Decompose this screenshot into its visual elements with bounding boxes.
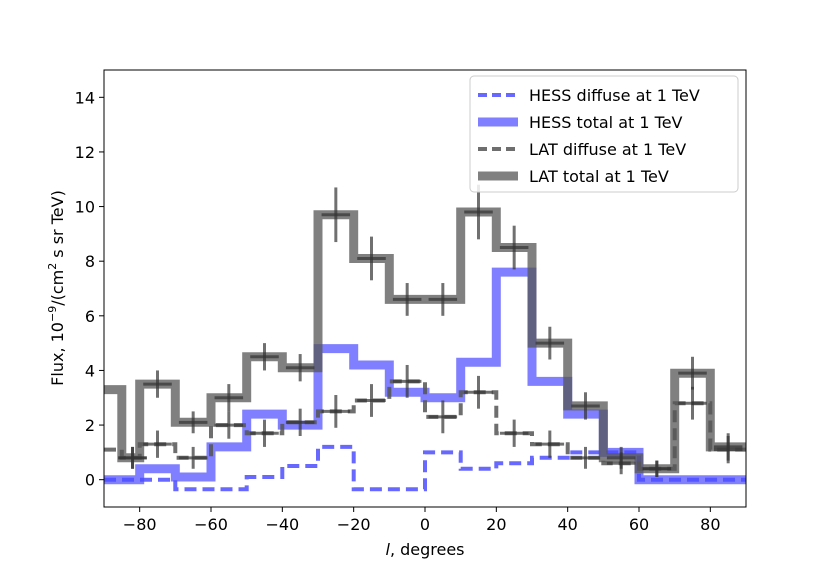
error-bar-lat-total-at-1-tev (392, 283, 422, 316)
error-bar-lat-diffuse-at-1-tev (535, 430, 565, 458)
error-bar-lat-total-at-1-tev (428, 283, 458, 316)
y-tick-label: 4 (85, 361, 95, 380)
y-tick-label: 6 (85, 307, 95, 326)
error-bar-lat-diffuse-at-1-tev (713, 435, 743, 464)
x-tick-label: −40 (265, 515, 299, 534)
error-bar-lat-total-at-1-tev (535, 326, 565, 360)
x-axis-title: l, degrees (385, 540, 464, 559)
error-bar-lat-diffuse-at-1-tev (357, 384, 386, 417)
x-tick-label: 0 (420, 515, 430, 534)
legend: HESS diffuse at 1 TeV HESS total at 1 TeV… (469, 75, 739, 193)
error-bar-lat-diffuse-at-1-tev (143, 430, 172, 458)
legend-label: LAT total at 1 TeV (529, 167, 669, 186)
legend-entry-hess-total-at-1-tev: HESS total at 1 TeV (478, 113, 683, 132)
error-bar-lat-diffuse-at-1-tev (285, 408, 315, 436)
y-tick-label: 8 (85, 252, 95, 271)
error-bar-lat-total-at-1-tev (250, 343, 279, 371)
legend-box (469, 75, 739, 193)
error-bar-lat-diffuse-at-1-tev (392, 364, 422, 398)
x-tick-label: 60 (629, 515, 649, 534)
error-bar-lat-total-at-1-tev (285, 354, 315, 382)
error-bar-lat-total-at-1-tev (464, 184, 493, 240)
legend-entry-lat-total-at-1-tev: LAT total at 1 TeV (478, 167, 669, 186)
error-bar-lat-total-at-1-tev (214, 384, 244, 412)
error-bar-lat-diffuse-at-1-tev (499, 419, 529, 447)
error-bar-lat-diffuse-at-1-tev (464, 375, 493, 409)
x-tick-label: −80 (123, 515, 157, 534)
y-tick-label: 12 (75, 143, 95, 162)
error-bar-lat-total-at-1-tev (357, 236, 386, 281)
error-bar-lat-total-at-1-tev (499, 225, 529, 270)
error-bar-lat-total-at-1-tev (143, 370, 172, 398)
x-tick-label: −20 (337, 515, 371, 534)
error-bar-lat-total-at-1-tev (178, 411, 208, 434)
y-tick-label: 10 (75, 198, 95, 217)
legend-label: HESS total at 1 TeV (529, 113, 683, 132)
error-bar-lat-diffuse-at-1-tev (642, 460, 672, 477)
error-bar-lat-diffuse-at-1-tev (118, 446, 147, 469)
error-bar-lat-total-at-1-tev (571, 392, 600, 420)
error-bar-lat-diffuse-at-1-tev (571, 446, 600, 469)
errorbar-layer (118, 184, 743, 477)
error-bar-lat-diffuse-at-1-tev (428, 400, 458, 434)
series-lat-total-at-1-tev (104, 207, 746, 474)
y-axis-title: Flux, 10−9/(cm2 s sr TeV) (46, 190, 67, 386)
legend-label: LAT diffuse at 1 TeV (529, 140, 686, 159)
y-axis: 0 2 4 6 8 10 12 14 (75, 88, 104, 490)
legend-entry-hess-diffuse-at-1-tev: HESS diffuse at 1 TeV (478, 86, 700, 105)
x-tick-label: 80 (700, 515, 720, 534)
error-bar-lat-diffuse-at-1-tev (250, 419, 279, 447)
y-tick-label: 0 (85, 471, 95, 490)
error-bar-lat-diffuse-at-1-tev (321, 395, 351, 428)
error-bar-lat-diffuse-at-1-tev (214, 411, 244, 439)
x-tick-label: 40 (557, 515, 577, 534)
x-tick-label: −60 (194, 515, 228, 534)
legend-label: HESS diffuse at 1 TeV (529, 86, 700, 105)
error-bar-lat-diffuse-at-1-tev (606, 452, 636, 475)
y-tick-label: 2 (85, 416, 95, 435)
y-tick-label: 14 (75, 88, 95, 107)
series-layer (104, 207, 746, 492)
x-axis: −80 −60 −40 −20 0 20 40 60 80 (123, 507, 721, 534)
error-bar-lat-total-at-1-tev (678, 356, 707, 390)
legend-entry-lat-diffuse-at-1-tev: LAT diffuse at 1 TeV (478, 140, 686, 159)
error-bar-lat-total-at-1-tev (321, 187, 351, 243)
error-bar-lat-diffuse-at-1-tev (178, 446, 208, 469)
series-hess-diffuse-at-1-tev (104, 444, 746, 492)
error-bar-lat-diffuse-at-1-tev (678, 386, 707, 420)
x-tick-label: 20 (486, 515, 506, 534)
